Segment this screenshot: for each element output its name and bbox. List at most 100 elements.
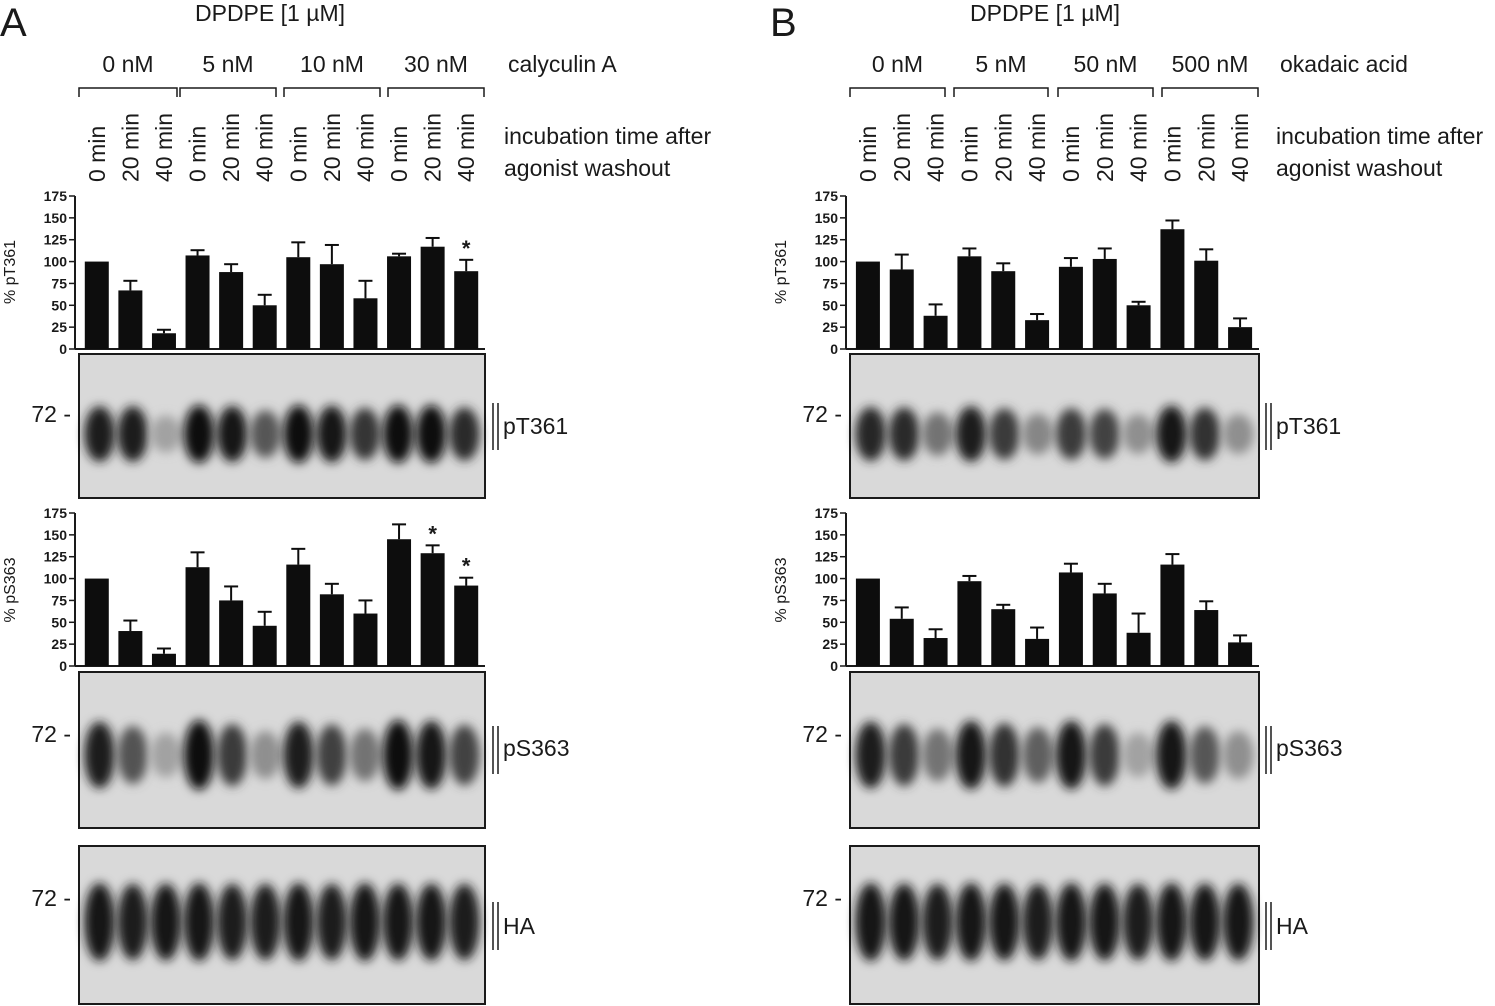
- blot-band: [1089, 408, 1120, 460]
- blot-band: [1055, 882, 1087, 962]
- bar: [252, 305, 277, 349]
- blot-band: [955, 720, 987, 790]
- agonist-label: DPDPE [1 µM]: [970, 0, 1120, 26]
- y-tick-label: 0: [830, 341, 838, 357]
- time-label: 40 min: [1227, 113, 1253, 182]
- blot-band: [216, 883, 248, 961]
- blot-band: [183, 720, 215, 790]
- time-label: 20 min: [117, 113, 143, 182]
- blot-band: [1055, 408, 1087, 460]
- blot-band: [1122, 414, 1154, 454]
- y-tick-label: 50: [822, 297, 838, 313]
- blot-band: [283, 721, 314, 789]
- blot-band: [84, 406, 115, 462]
- panel-letter-B: B: [770, 1, 797, 45]
- bar: [1025, 638, 1050, 666]
- bar: [219, 272, 244, 349]
- blot-band: [1055, 720, 1087, 790]
- blot-band: [855, 882, 887, 962]
- time-label: 0 min: [84, 126, 110, 182]
- y-tick-label: 50: [822, 614, 838, 630]
- bar: [454, 585, 479, 666]
- bar: [1194, 610, 1219, 666]
- blot-band: [1189, 407, 1221, 461]
- y-tick-label: 25: [51, 636, 67, 652]
- blot-antibody-label: HA: [1276, 913, 1309, 939]
- significance-marker: *: [428, 521, 437, 546]
- blot-band: [1022, 727, 1054, 783]
- group-bracket: [1057, 87, 1154, 97]
- bar: [420, 246, 445, 349]
- blot-antibody-label: pS363: [503, 735, 570, 761]
- blot-band: [922, 728, 953, 782]
- blot-antibody-label: pT361: [1276, 413, 1341, 439]
- mw-marker: 72 -: [31, 401, 71, 427]
- y-tick-label: 150: [815, 527, 839, 543]
- time-label: 20 min: [1092, 113, 1118, 182]
- blot-band: [922, 412, 953, 456]
- y-tick-label: 100: [815, 254, 839, 270]
- blot-band: [415, 883, 447, 961]
- significance-marker: *: [462, 554, 471, 579]
- blot-band: [1122, 883, 1154, 961]
- blot-band: [183, 882, 215, 962]
- blot-band: [349, 407, 381, 461]
- y-tick-label: 175: [815, 188, 839, 204]
- blot-band: [150, 732, 182, 778]
- blot-band: [84, 882, 115, 962]
- blot-band: [117, 406, 149, 462]
- blot-antibody-label: pS363: [1276, 735, 1343, 761]
- blot-band: [250, 883, 281, 961]
- bar: [923, 315, 948, 349]
- group-bracket: [78, 87, 178, 97]
- blot-band: [1089, 723, 1120, 787]
- time-caption-line2: agonist washout: [504, 155, 671, 181]
- bar: [1092, 593, 1117, 666]
- y-tick-label: 75: [822, 592, 838, 608]
- blot-band: [855, 721, 887, 789]
- y-tick-label: 75: [51, 275, 67, 291]
- time-label: 20 min: [218, 113, 244, 182]
- concentration-label: 50 nM: [1074, 51, 1138, 77]
- bar: [957, 581, 982, 666]
- bar: [1160, 229, 1185, 349]
- concentration-label: 0 nM: [102, 51, 153, 77]
- blot-band: [1189, 726, 1221, 784]
- group-bracket: [1161, 87, 1259, 97]
- time-label: 40 min: [923, 113, 949, 182]
- blot-band: [216, 406, 248, 462]
- y-tick-label: 25: [822, 319, 838, 335]
- y-tick-label: 125: [44, 232, 68, 248]
- time-label: 0 min: [1058, 126, 1084, 182]
- mw-marker: 72 -: [31, 885, 71, 911]
- blot-antibody-label: pT361: [503, 413, 568, 439]
- time-label: 0 min: [855, 126, 881, 182]
- concentration-label: 0 nM: [872, 51, 923, 77]
- blot-band: [349, 882, 381, 962]
- time-label: 40 min: [453, 113, 479, 182]
- blot-band: [1156, 405, 1187, 463]
- time-label: 40 min: [252, 113, 278, 182]
- time-label: 0 min: [386, 126, 412, 182]
- blot-band: [989, 408, 1020, 460]
- bar: [151, 653, 176, 666]
- group-bracket: [387, 87, 485, 97]
- y-tick-label: 150: [44, 210, 68, 226]
- bar: [1160, 564, 1185, 666]
- blot-band: [316, 883, 348, 961]
- y-axis-label: % pS363: [773, 557, 790, 622]
- blot-band: [283, 882, 314, 962]
- blot-band: [316, 405, 348, 463]
- concentration-label: 5 nM: [202, 51, 253, 77]
- y-tick-label: 150: [44, 527, 68, 543]
- inhibitor-label: calyculin A: [508, 51, 617, 77]
- time-label: 0 min: [956, 126, 982, 182]
- bar: [151, 333, 176, 349]
- concentration-label: 30 nM: [404, 51, 468, 77]
- blot-band: [117, 725, 149, 785]
- y-tick-label: 100: [44, 571, 68, 587]
- bar: [1058, 266, 1083, 349]
- blot-band: [382, 720, 414, 790]
- agonist-label: DPDPE [1 µM]: [195, 0, 345, 26]
